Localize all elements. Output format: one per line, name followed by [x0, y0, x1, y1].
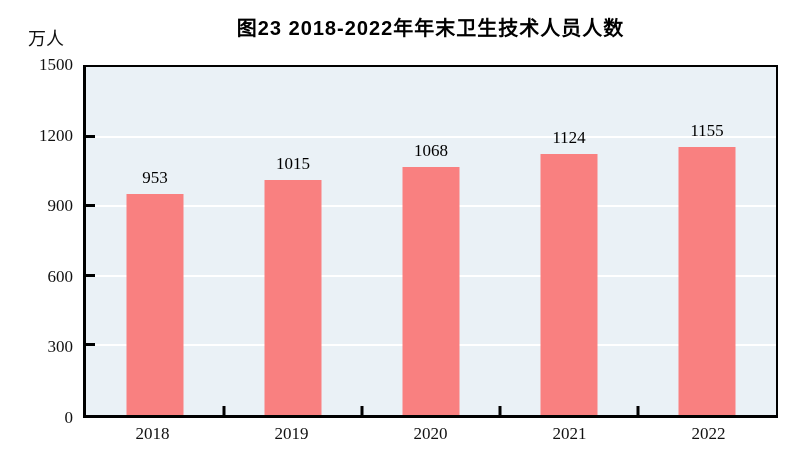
- bar-2019: [264, 179, 322, 415]
- y-tick-label: 0: [64, 408, 74, 427]
- y-tick-mark: [86, 204, 95, 208]
- x-axis: 2018 2019 2020 2021 2022: [83, 424, 778, 448]
- x-tick-label: 2021: [552, 424, 587, 443]
- bar-value-label: 1068: [414, 141, 448, 161]
- y-axis-unit-label: 万人: [28, 29, 64, 49]
- bar-2018: [126, 193, 184, 415]
- y-tick-label: 1200: [39, 125, 73, 145]
- x-tick-mark: [498, 406, 502, 415]
- y-tick-mark: [86, 134, 95, 138]
- bar-value-label: 1124: [552, 128, 586, 148]
- bar-value-label: 1015: [276, 153, 310, 173]
- bar-2022: [678, 147, 736, 415]
- y-tick-mark: [86, 343, 95, 347]
- x-tick-label: 2020: [413, 424, 448, 443]
- bar-value-label: 1155: [690, 121, 724, 141]
- x-tick-label: 2018: [135, 424, 170, 443]
- x-tick-mark: [222, 406, 226, 415]
- bar-2020: [402, 167, 460, 415]
- bar-2021: [540, 154, 598, 415]
- y-tick-label: 900: [47, 196, 74, 216]
- y-tick-mark: [86, 273, 95, 277]
- x-tick-mark: [360, 406, 364, 415]
- x-tick-mark: [636, 406, 640, 415]
- x-tick-label: 2022: [691, 424, 726, 443]
- gridline: [86, 135, 776, 138]
- y-tick-label: 300: [47, 337, 74, 357]
- y-tick-label: 1500: [39, 55, 73, 74]
- y-tick-label: 600: [47, 266, 74, 286]
- x-tick-label: 2019: [274, 424, 309, 443]
- bar-value-label: 953: [142, 167, 168, 187]
- chart-title: 图23 2018-2022年年末卫生技术人员人数: [236, 18, 625, 40]
- plot-area: 953 1015 1068 1124 1155: [83, 65, 778, 418]
- y-axis: 0 300 600 900 1200 1500: [0, 55, 74, 427]
